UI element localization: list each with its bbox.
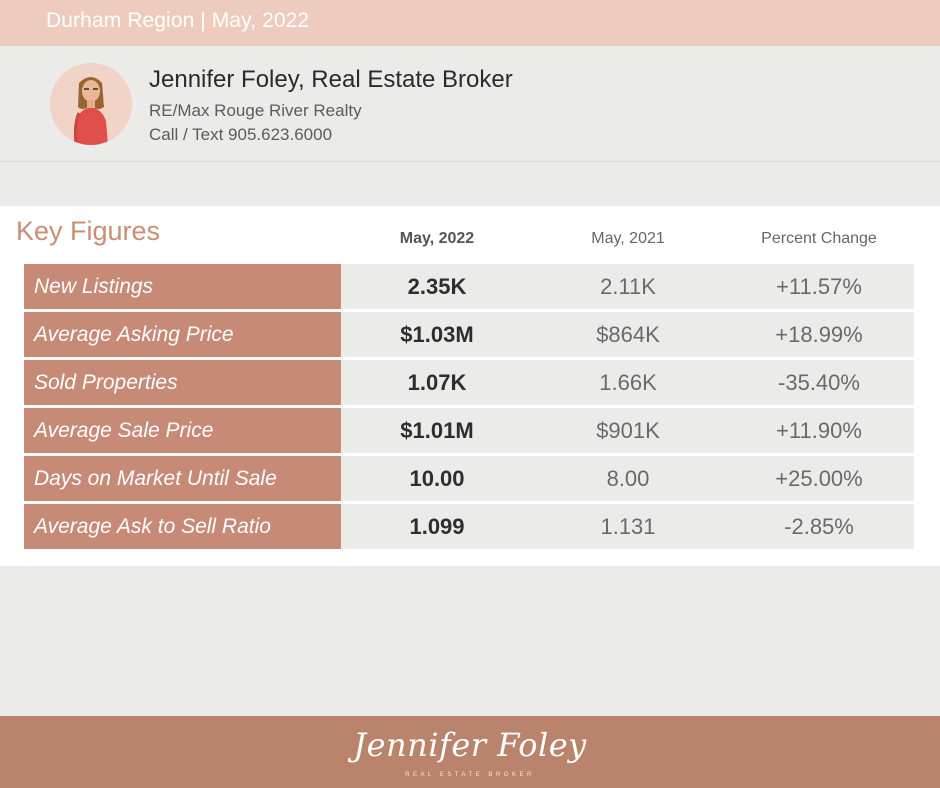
- table-row: Days on Market Until Sale 10.00 8.00 +25…: [24, 456, 914, 501]
- current-value: 1.099: [409, 513, 465, 539]
- percent-change: -35.40%: [778, 369, 860, 395]
- previous-value: 1.66K: [599, 369, 657, 395]
- row-label: Average Sale Price: [24, 408, 341, 453]
- table-row: New Listings 2.35K 2.11K +11.57%: [24, 264, 914, 309]
- previous-value: 8.00: [606, 465, 650, 491]
- current-value: 10.00: [409, 465, 465, 491]
- table-row: Average Asking Price $1.03M $864K +18.99…: [24, 312, 914, 357]
- table-row: Average Sale Price $1.01M $901K +11.90%: [24, 408, 914, 453]
- agent-name: Jennifer Foley, Real Estate Broker: [149, 66, 513, 93]
- row-label: Days on Market Until Sale: [24, 456, 341, 501]
- table-row: Average Ask to Sell Ratio 1.099 1.131 -2…: [24, 504, 914, 549]
- percent-change: +18.99%: [775, 321, 863, 347]
- current-value: $1.03M: [400, 321, 474, 347]
- percent-change: +11.90%: [776, 417, 862, 443]
- key-figures-title: Key Figures: [16, 216, 161, 246]
- footer-bar: Jennifer Foley REAL ESTATE BROKER: [0, 716, 940, 788]
- current-value: 2.35K: [407, 273, 467, 299]
- agent-company: RE/Max Rouge River Realty: [149, 101, 362, 120]
- row-label: Average Ask to Sell Ratio: [24, 504, 341, 549]
- region-date-title: Durham Region | May, 2022: [46, 9, 310, 32]
- column-header-current: May, 2022: [399, 230, 475, 247]
- percent-change: +25.00%: [775, 465, 863, 491]
- key-figures-card: Key Figures May, 2022 May, 2021 Percent …: [0, 206, 940, 566]
- row-label: Sold Properties: [24, 360, 341, 405]
- footer-tagline: REAL ESTATE BROKER: [405, 772, 535, 778]
- previous-value: 1.131: [600, 513, 656, 539]
- percent-change: +11.57%: [776, 273, 862, 299]
- agent-phone: Call / Text 905.623.6000: [149, 125, 333, 144]
- current-value: $1.01M: [400, 417, 474, 443]
- current-value: 1.07K: [407, 369, 467, 395]
- column-header-previous: May, 2021: [591, 230, 665, 247]
- previous-value: $901K: [596, 417, 660, 443]
- percent-change: -2.85%: [784, 513, 854, 539]
- table-row: Sold Properties 1.07K 1.66K -35.40%: [24, 360, 914, 405]
- signature-logo: Jennifer Foley: [353, 726, 587, 764]
- column-header-change: Percent Change: [761, 230, 877, 247]
- row-label: Average Asking Price: [24, 312, 341, 357]
- previous-value: 2.11K: [600, 273, 656, 299]
- previous-value: $864K: [596, 321, 660, 347]
- agent-portrait-icon: [50, 63, 132, 145]
- header-bar: Durham Region | May, 2022: [0, 0, 940, 46]
- agent-info: Jennifer Foley, Real Estate Broker RE/Ma…: [0, 46, 940, 162]
- row-label: New Listings: [24, 264, 341, 309]
